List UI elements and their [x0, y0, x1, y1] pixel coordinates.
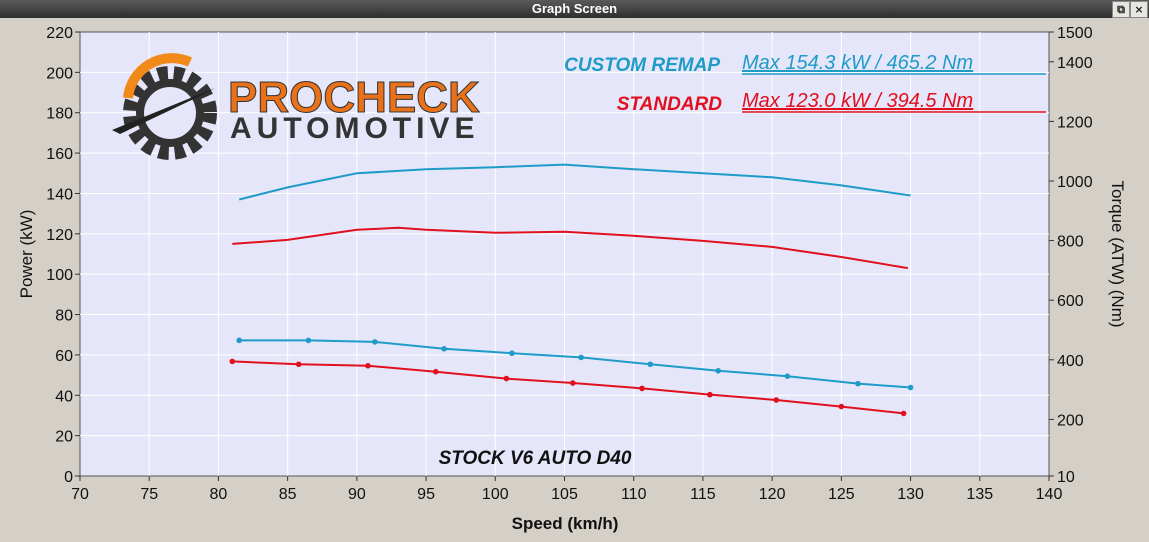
y2-tick-label: 1000 [1057, 174, 1093, 191]
x-tick-label: 120 [759, 486, 786, 503]
y-tick-label: 180 [46, 106, 73, 123]
data-point-standard-torque [900, 410, 907, 417]
x-tick-label: 115 [690, 486, 716, 503]
y2-axis-label: Torque (ATW) (Nm) [1108, 180, 1127, 327]
x-tick-label: 95 [417, 486, 435, 503]
y2-tick-label: 200 [1057, 412, 1084, 429]
y-tick-label: 160 [46, 146, 73, 163]
series-line-custom-remap-power [238, 163, 911, 201]
data-point-custom-remap-torque [236, 337, 242, 344]
x-tick-label: 75 [140, 486, 158, 503]
y2-tick-label: 400 [1057, 353, 1084, 370]
series-lines [229, 163, 914, 417]
x-tick-label: 90 [348, 486, 366, 503]
y2-tick-label: 10 [1057, 469, 1075, 486]
logo-brand-line2: AUTOMOTIVE [230, 112, 479, 145]
y-tick-label: 120 [46, 227, 73, 244]
y2-tick-label: 1400 [1057, 55, 1093, 72]
data-point-standard-torque [707, 391, 713, 398]
data-point-standard-torque [639, 385, 645, 392]
x-tick-label: 85 [279, 486, 297, 503]
procheck-logo: PROCHECK AUTOMOTIVE [112, 53, 481, 160]
y-tick-label: 100 [46, 267, 73, 284]
data-point-standard-torque [295, 361, 302, 368]
y-tick-label: 20 [55, 429, 73, 446]
x-tick-label: 80 [210, 486, 228, 503]
data-point-custom-remap-torque [647, 361, 654, 368]
data-point-custom-remap-torque [441, 345, 447, 352]
x-axis-ticks: 70 75 80 85 90 95 100 105 110 115 120 125 130 135 140 [71, 476, 1062, 503]
y-tick-label: 40 [55, 388, 73, 405]
legend: CUSTOM REMAP Max 154.3 kW / 465.2 Nm STA… [564, 52, 1046, 115]
window-title: Graph Screen [531, 1, 618, 16]
y-tick-label: 80 [55, 308, 73, 325]
x-axis-label: Speed (km/h) [512, 514, 619, 533]
y2-tick-label: 800 [1057, 234, 1084, 251]
data-point-custom-remap-torque [907, 384, 914, 391]
x-tick-label: 125 [828, 486, 855, 503]
data-point-custom-remap-torque [715, 368, 721, 374]
y2-tick-label: 1200 [1057, 114, 1093, 131]
x-tick-label: 130 [897, 486, 924, 503]
chart-annotation: STOCK V6 AUTO D40 [439, 448, 632, 469]
x-tick-label: 140 [1036, 486, 1063, 503]
y2-tick-label: 1500 [1057, 25, 1093, 42]
legend-label-standard: STANDARD [617, 94, 722, 115]
gear-speedometer-logo [112, 53, 217, 160]
y-axis-label: Power (kW) [17, 210, 36, 299]
data-point-standard-torque [773, 397, 780, 403]
data-point-standard-torque [570, 380, 576, 386]
data-point-custom-remap-torque [509, 350, 515, 357]
x-tick-label: 135 [966, 486, 993, 503]
power-torque-chart: 70 75 80 85 90 95 100 105 110 115 120 125 130 135 140 … [17, 25, 1127, 533]
data-point-standard-torque [432, 368, 439, 375]
title-bar: Graph Screen ⧉ × [0, 0, 1149, 18]
data-point-standard-torque [503, 375, 510, 382]
close-icon[interactable]: × [1130, 1, 1148, 18]
series-line-standard-power [232, 226, 908, 270]
grid [80, 32, 1049, 476]
data-point-custom-remap-torque [784, 373, 791, 379]
data-point-standard-torque [365, 362, 371, 369]
legend-max-custom-remap: Max 154.3 kW / 465.2 Nm [742, 52, 973, 74]
data-point-standard-torque [838, 403, 845, 410]
x-tick-label: 110 [621, 486, 647, 503]
y-tick-label: 60 [55, 348, 73, 365]
data-point-custom-remap-torque [855, 380, 861, 387]
legend-max-standard: Max 123.0 kW / 394.5 Nm [742, 90, 973, 112]
data-point-custom-remap-torque [372, 339, 378, 345]
logo-brand-line1: PROCHECK [228, 73, 480, 122]
y-tick-label: 0 [64, 469, 73, 486]
legend-label-custom-remap: CUSTOM REMAP [564, 55, 720, 76]
y-axis-ticks: 0 20 40 60 80 100 120 140 160 180 200 220 [46, 25, 80, 486]
data-point-standard-torque [229, 358, 236, 365]
restore-icon[interactable]: ⧉ [1112, 1, 1130, 18]
x-tick-label: 105 [551, 486, 578, 503]
data-point-custom-remap-torque [578, 354, 584, 361]
y2-axis-ticks: 10 200 400 600 800 1000 1200 1400 1500 [1049, 25, 1093, 486]
x-tick-label: 100 [482, 486, 509, 503]
y-tick-label: 220 [46, 25, 73, 42]
y2-tick-label: 600 [1057, 293, 1084, 310]
x-tick-label: 70 [71, 486, 89, 503]
y-tick-label: 200 [46, 65, 73, 82]
y-tick-label: 140 [46, 186, 73, 203]
data-point-custom-remap-torque [305, 337, 312, 344]
